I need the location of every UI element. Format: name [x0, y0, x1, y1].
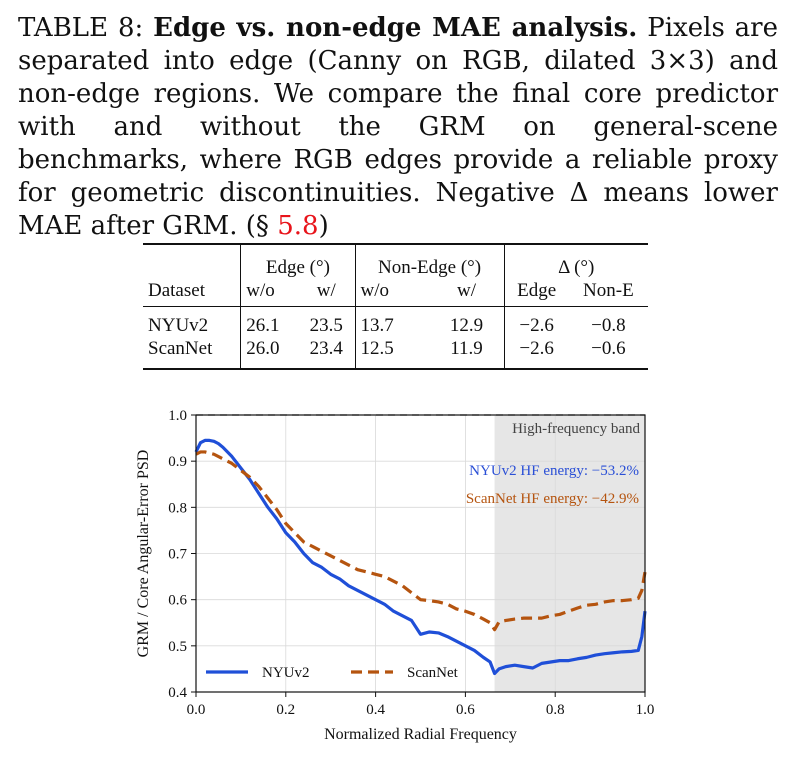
cell-delta-nonedge: −0.8 — [591, 315, 626, 336]
series-line-scannet — [195, 450, 647, 632]
cell-nonedge-wo: 12.5 — [354, 337, 430, 370]
cell-nonedge-w: 12.9 — [449, 315, 484, 336]
series-line-nyuv2 — [194, 438, 647, 676]
x-tick-label: 0.8 — [546, 702, 565, 718]
band-label: High-frequency band — [512, 421, 640, 437]
cell-delta-nonedge: −0.6 — [568, 337, 648, 370]
table-group-header-row: Edge (°) Non-Edge (°) Δ (°) — [143, 243, 648, 279]
psd-ratio-chart: 0.0 0.2 0.4 0.6 0.8 1.00.40.50.60.70.80.91.0 … — [135, 408, 655, 743]
y-tick-label: 0.7 — [168, 547, 187, 563]
table-caption: TABLE 8: Edge vs. non-edge MAE analysis.… — [18, 12, 778, 243]
header-nonedge-wo: w/o — [354, 279, 430, 307]
y-axis-label: GRM / Core Angular-Error PSD — [135, 450, 152, 658]
x-tick-label: 0.6 — [456, 702, 475, 718]
x-tick-label: 1.0 — [636, 702, 655, 718]
x-tick-label: 0.4 — [366, 702, 385, 718]
cell-nonedge-w: 11.9 — [429, 337, 505, 370]
header-edge-wo: w/o — [240, 279, 298, 307]
y-tick-label: 0.9 — [168, 454, 187, 470]
cell-edge-w: 23.5 — [309, 315, 343, 336]
results-table-container: Edge (°) Non-Edge (°) Δ (°) Dataset w/o … — [143, 243, 648, 370]
y-tick-label: 1.0 — [168, 408, 187, 424]
results-table: Edge (°) Non-Edge (°) Δ (°) Dataset w/o … — [143, 243, 648, 370]
x-tick-label: 0.2 — [276, 702, 295, 718]
group-header-edge: Edge (°) — [240, 243, 356, 279]
table-subheader-row: Dataset w/o w/ w/o w/ Edge Non-E — [143, 279, 648, 307]
hf-energy-annotation: NYUv2 HF energy: −53.2% — [469, 463, 639, 479]
y-tick-label: 0.6 — [168, 593, 187, 609]
cell-edge-wo: 26.0 — [240, 337, 298, 370]
group-header-delta: Δ (°) — [503, 243, 648, 279]
table-row: NYUv2 26.1 23.5 13.7 12.9 −2.6 −0.8 — [143, 306, 648, 337]
caption-body: Pixels are separated into edge (Canny on… — [18, 13, 778, 241]
cell-edge-wo: 26.1 — [240, 306, 298, 337]
header-dataset: Dataset — [143, 279, 241, 307]
group-header-non-edge: Non-Edge (°) — [354, 243, 505, 279]
cell-nonedge-wo: 13.7 — [354, 306, 430, 337]
x-axis-label: Normalized Radial Frequency — [324, 726, 517, 743]
x-tick-label: 0.0 — [187, 702, 206, 718]
caption-title: Edge vs. non-edge MAE analysis. — [153, 13, 638, 43]
cell-delta-edge: −2.6 — [503, 337, 569, 370]
cell-delta-edge: −2.6 — [503, 306, 569, 337]
section-reference-link[interactable]: 5.8 — [277, 211, 319, 241]
header-nonedge-w: w/ — [429, 279, 505, 307]
y-tick-label: 0.4 — [168, 685, 187, 701]
header-delta-edge: Edge — [503, 279, 569, 307]
legend-label-nyuv2: NYUv2 — [262, 665, 310, 681]
y-tick-label: 0.5 — [168, 639, 187, 655]
cell-dataset: NYUv2 — [148, 315, 209, 336]
caption-label: TABLE 8: — [18, 13, 144, 43]
cell-edge-w: 23.4 — [297, 337, 356, 370]
hf-energy-annotation: ScanNet HF energy: −42.9% — [466, 491, 639, 507]
legend-label-scannet: ScanNet — [407, 665, 459, 681]
y-tick-label: 0.8 — [168, 500, 187, 516]
header-delta-nonedge: Non-E — [568, 279, 648, 307]
cell-dataset: ScanNet — [143, 337, 241, 370]
header-edge-w: w/ — [297, 279, 356, 307]
table-row: ScanNet 26.0 23.4 12.5 11.9 −2.6 −0.6 — [143, 337, 648, 370]
caption-close-paren: ) — [318, 211, 329, 241]
